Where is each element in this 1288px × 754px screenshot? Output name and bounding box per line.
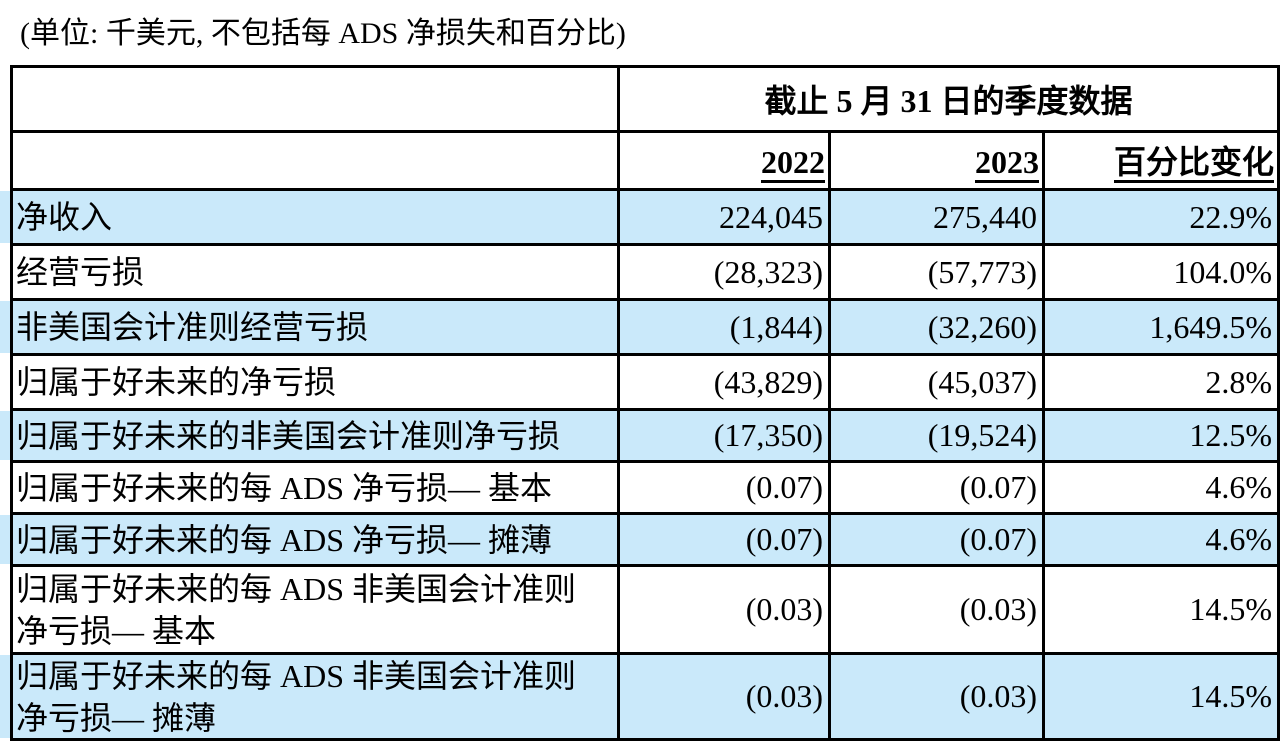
table-row-net-revenue: 净收入 224,045 275,440 22.9% [0,188,1277,243]
value-2023: (19,524) [828,411,1042,460]
value-percent-change: 12.5% [1042,411,1277,460]
row-label: 归属于好未来的每 ADS 净亏损— 基本 [16,469,553,506]
value-2023: 275,440 [828,191,1042,243]
value-percent-change: 14.5% [1042,567,1277,652]
value-2023: (0.07) [828,515,1042,564]
row-label: 归属于好未来的净亏损 [16,364,337,400]
table-header-group-row: 截止 5 月 31 日的季度数据 [13,68,1277,130]
value-2022: (1,844) [617,301,828,353]
value-2022: (28,323) [617,246,828,298]
value-2022: (0.03) [617,655,828,738]
units-note: (单位: 千美元, 不包括每 ADS 净损失和百分比) [20,17,626,50]
table-row-operating-loss: 经营亏损 (28,323) (57,773) 104.0% [13,243,1277,298]
column-header-2023: 2023 [828,133,1042,188]
column-header-2022: 2022 [617,133,828,188]
table-row-non-gaap-net-loss-per-ads-diluted: 归属于好未来的每 ADS 非美国会计准则净亏损— 摊薄 (0.03) (0.03… [0,652,1277,738]
value-percent-change: 2.8% [1042,356,1277,408]
period-header: 截止 5 月 31 日的季度数据 [617,68,1277,130]
table-row-non-gaap-net-loss-per-ads-basic: 归属于好未来的每 ADS 非美国会计准则净亏损— 基本 (0.03) (0.03… [13,564,1277,652]
value-2023: (57,773) [828,246,1042,298]
column-header-percent-change: 百分比变化 [1042,133,1277,188]
value-2022: (43,829) [617,356,828,408]
value-2023: (0.07) [828,463,1042,512]
value-percent-change: 104.0% [1042,246,1277,298]
value-2023: (0.03) [828,567,1042,652]
value-2023: (32,260) [828,301,1042,353]
quarterly-results-table: 截止 5 月 31 日的季度数据 2022 2023 百分比变化 净收入 224… [0,65,1280,741]
value-2023: (45,037) [828,356,1042,408]
value-2023: (0.03) [828,655,1042,738]
row-label: 非美国会计准则经营亏损 [16,309,369,345]
value-percent-change: 22.9% [1042,191,1277,243]
table-row-non-gaap-operating-loss: 非美国会计准则经营亏损 (1,844) (32,260) 1,649.5% [0,298,1277,353]
value-percent-change: 1,649.5% [1042,301,1277,353]
header-empty-cell [13,133,617,188]
value-2022: (0.07) [617,463,828,512]
value-percent-change: 4.6% [1042,515,1277,564]
header-empty-cell [13,68,617,130]
row-label: 经营亏损 [16,254,145,290]
table-row-non-gaap-net-loss-attributable: 归属于好未来的非美国会计准则净亏损 (17,350) (19,524) 12.5… [0,408,1277,460]
table-row-net-loss-per-ads-basic: 归属于好未来的每 ADS 净亏损— 基本 (0.07) (0.07) 4.6% [13,460,1277,512]
value-percent-change: 4.6% [1042,463,1277,512]
row-label: 归属于好未来的每 ADS 非美国会计准则净亏损— 摊薄 [16,657,577,736]
table-row-net-loss-attributable: 归属于好未来的净亏损 (43,829) (45,037) 2.8% [13,353,1277,408]
value-2022: (0.07) [617,515,828,564]
row-label: 归属于好未来的每 ADS 非美国会计准则净亏损— 基本 [16,570,577,649]
table-row-net-loss-per-ads-diluted: 归属于好未来的每 ADS 净亏损— 摊薄 (0.07) (0.07) 4.6% [0,512,1277,564]
value-2022: (0.03) [617,567,828,652]
row-label: 归属于好未来的非美国会计准则净亏损 [16,417,561,454]
table-column-header-row: 2022 2023 百分比变化 [13,130,1277,188]
value-percent-change: 14.5% [1042,655,1277,738]
row-label: 归属于好未来的每 ADS 净亏损— 摊薄 [16,521,553,558]
row-label: 净收入 [16,199,113,235]
value-2022: 224,045 [617,191,828,243]
value-2022: (17,350) [617,411,828,460]
